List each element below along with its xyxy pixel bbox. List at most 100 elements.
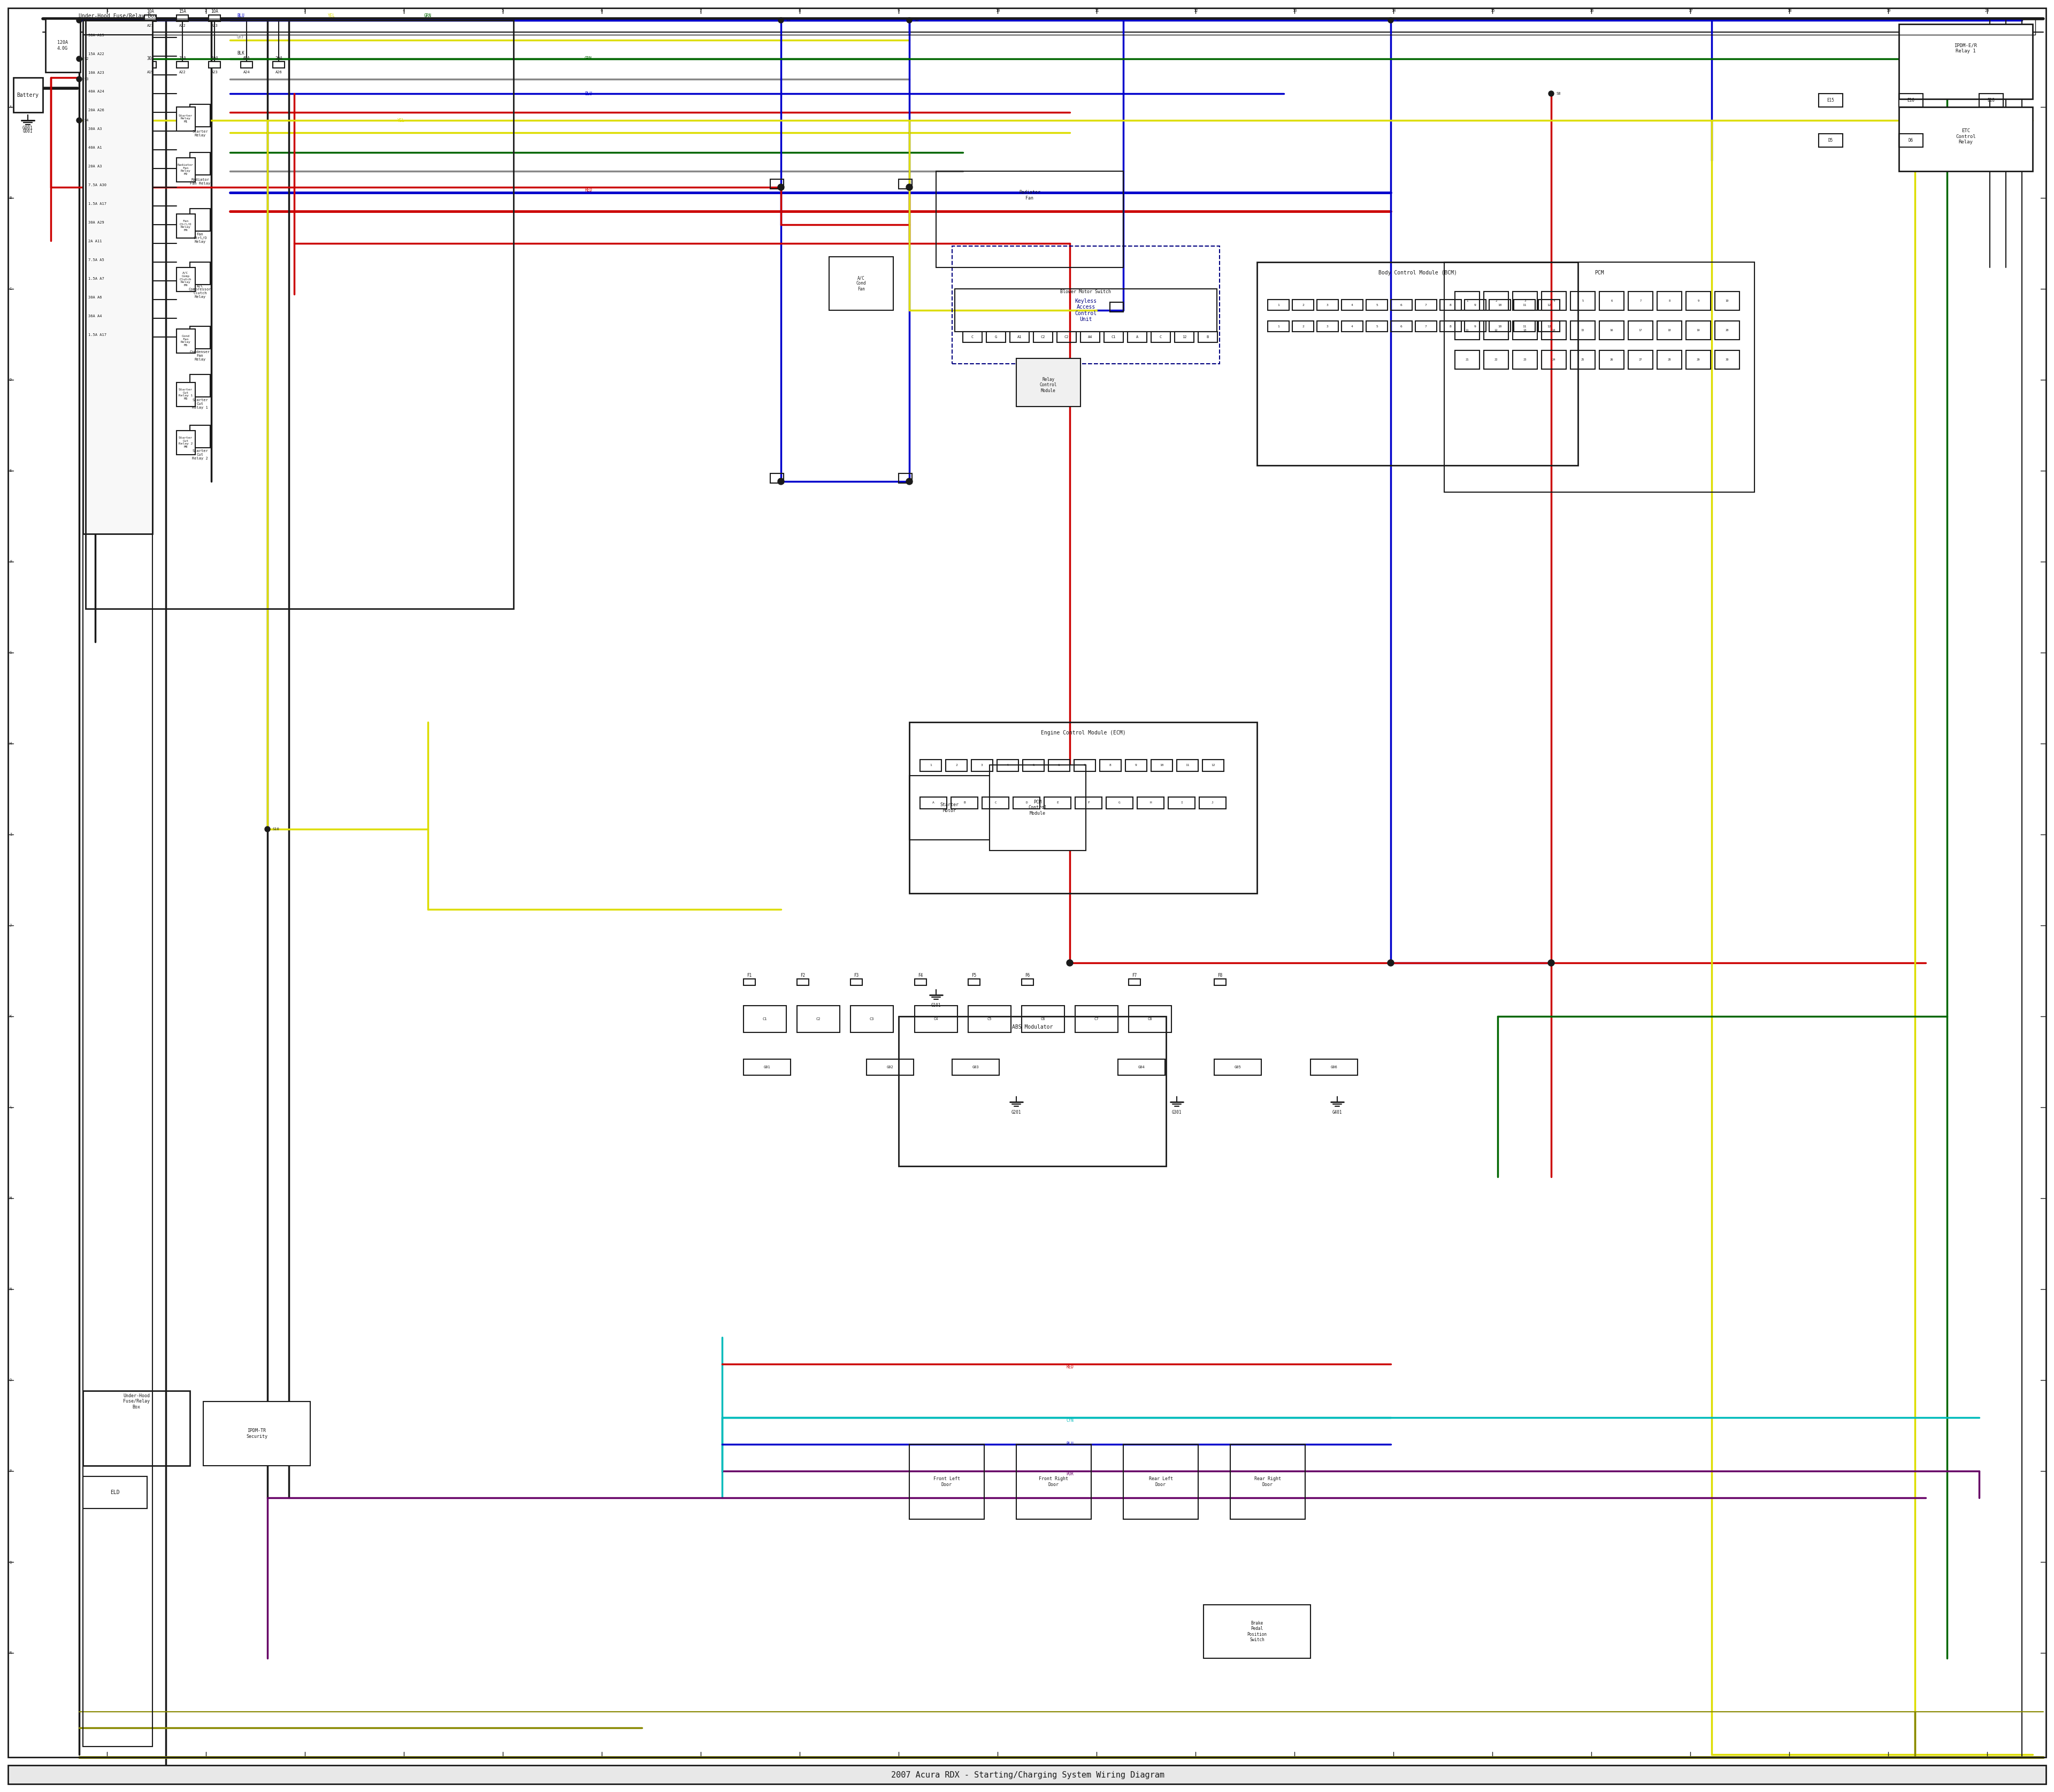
Circle shape [906, 478, 912, 484]
Text: Radiator
Fan: Radiator Fan [1019, 190, 1041, 201]
Bar [1017, 358, 1080, 407]
Text: RED: RED [585, 188, 592, 192]
Text: 10: 10 [1497, 324, 1501, 328]
Bar [1715, 321, 1740, 340]
Text: 40A: 40A [242, 56, 251, 61]
Text: C7: C7 [1095, 1018, 1099, 1021]
Text: E15: E15 [1826, 99, 1834, 102]
Bar [1230, 1444, 1304, 1520]
Bar [177, 14, 189, 22]
Text: Starter
Cut
Relay 1
M6: Starter Cut Relay 1 M6 [179, 389, 193, 400]
Bar [1571, 321, 1596, 340]
Bar [1017, 1444, 1091, 1520]
Bar [910, 1444, 984, 1520]
Text: 13: 13 [1524, 330, 1526, 332]
Text: C1: C1 [1111, 335, 1115, 339]
Bar [177, 330, 195, 353]
Bar [1454, 351, 1479, 369]
Bar [1267, 321, 1290, 332]
Bar [1440, 299, 1460, 310]
Text: Radiator
Fan Relay: Radiator Fan Relay [189, 179, 210, 185]
Text: A/C
Comp
Clutch
Relay
M4: A/C Comp Clutch Relay M4 [179, 272, 191, 287]
Bar [1109, 303, 1124, 312]
Text: Blower Motor Switch: Blower Motor Switch [1060, 289, 1111, 294]
Text: 22: 22 [1495, 358, 1497, 360]
Bar [82, 1391, 189, 1466]
Text: 1: 1 [107, 9, 109, 13]
Text: 40A A1: 40A A1 [88, 145, 103, 149]
Bar [953, 1059, 998, 1075]
Bar [1489, 321, 1510, 332]
Text: GRY: GRY [236, 36, 244, 39]
Text: G: G [10, 650, 12, 654]
Bar [1169, 797, 1195, 808]
Text: ETC
Control
Relay: ETC Control Relay [1955, 129, 1976, 145]
Circle shape [1066, 961, 1072, 966]
Bar [1117, 1059, 1165, 1075]
Bar [86, 20, 514, 609]
Bar [1391, 299, 1413, 310]
Bar [1600, 292, 1625, 310]
Text: BLU: BLU [236, 14, 244, 18]
Text: 120A
4.0G: 120A 4.0G [58, 39, 68, 50]
Text: ABS Modulator: ABS Modulator [1013, 1025, 1054, 1030]
Bar [1444, 262, 1754, 493]
Text: PCM: PCM [1594, 271, 1604, 276]
Bar [1686, 351, 1711, 369]
Text: A4: A4 [1089, 335, 1093, 339]
Text: Starter
Cut
Relay 1: Starter Cut Relay 1 [193, 398, 207, 409]
Bar [1048, 760, 1070, 771]
Bar [1257, 262, 1577, 466]
Text: Body Control Module (BCM): Body Control Module (BCM) [1378, 271, 1456, 276]
Circle shape [1549, 91, 1555, 97]
Text: 8: 8 [799, 9, 801, 13]
Bar [240, 61, 253, 68]
Text: 10: 10 [1725, 299, 1729, 303]
Bar [744, 978, 756, 986]
Text: F7: F7 [1132, 973, 1138, 978]
Text: 19: 19 [1697, 330, 1701, 332]
Bar [920, 760, 941, 771]
Text: Starter
Relay: Starter Relay [193, 131, 207, 138]
Text: 10: 10 [1497, 303, 1501, 306]
Text: A23: A23 [212, 23, 218, 27]
Text: 15A A22: 15A A22 [88, 52, 105, 56]
Bar [1292, 321, 1315, 332]
Text: G001: G001 [23, 129, 33, 133]
Text: G03: G03 [972, 1066, 980, 1068]
Bar [177, 158, 195, 181]
Bar [1512, 321, 1536, 340]
Bar [1538, 321, 1559, 332]
Circle shape [906, 18, 912, 23]
Bar [1011, 332, 1029, 342]
Bar [189, 425, 210, 448]
Circle shape [76, 118, 82, 124]
Bar [1202, 760, 1224, 771]
Bar [1214, 978, 1226, 986]
Bar [45, 18, 80, 72]
Bar [1341, 299, 1364, 310]
Bar [82, 34, 152, 1747]
Text: C2: C2 [1041, 335, 1045, 339]
Bar [914, 978, 926, 986]
Bar [1138, 797, 1165, 808]
Text: 5: 5 [501, 9, 503, 13]
Text: S6: S6 [914, 18, 920, 22]
Circle shape [1389, 961, 1395, 966]
Bar [82, 1477, 148, 1509]
Bar [1629, 292, 1653, 310]
Bar [1440, 321, 1460, 332]
Bar [1415, 321, 1436, 332]
Text: 7.5A A5: 7.5A A5 [88, 258, 105, 262]
Bar [1033, 332, 1052, 342]
Bar [1658, 292, 1682, 310]
Bar [744, 1059, 791, 1075]
Text: CYN: CYN [1066, 1417, 1074, 1423]
Bar [1150, 760, 1173, 771]
Text: S1: S1 [84, 18, 88, 22]
Bar [986, 332, 1006, 342]
Text: 23: 23 [1524, 358, 1526, 360]
Bar [1898, 108, 2033, 172]
Text: 12: 12 [1193, 9, 1197, 13]
Text: C6: C6 [1041, 1018, 1045, 1021]
